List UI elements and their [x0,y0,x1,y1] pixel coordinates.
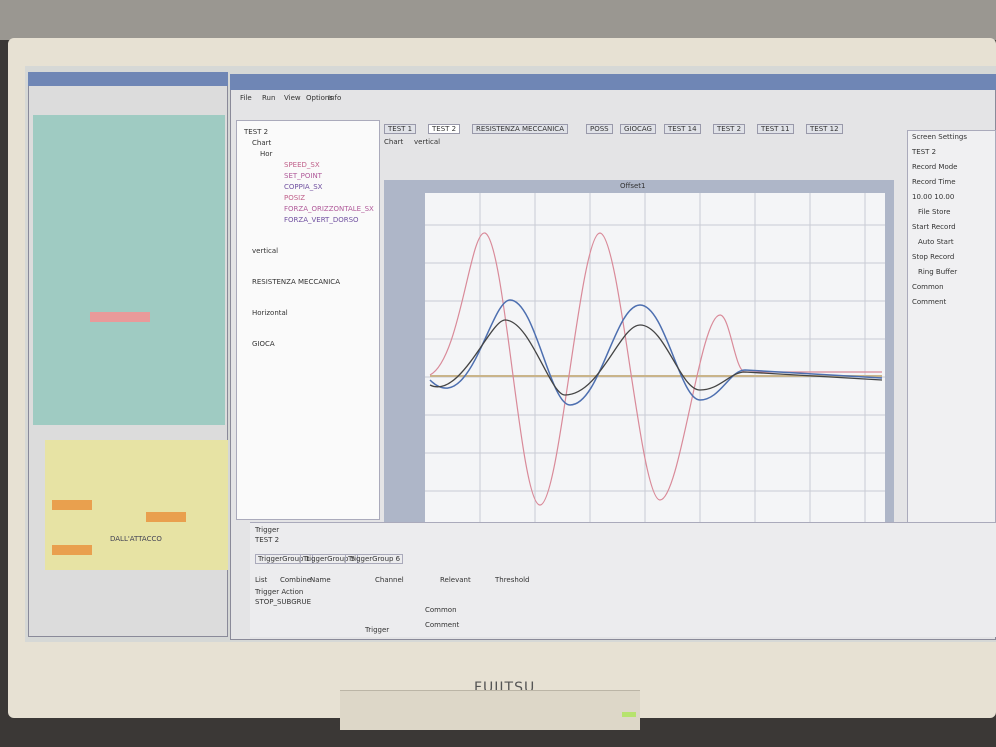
trigger-name: TEST 2 [255,536,279,544]
setting: Common [912,283,944,291]
column-header: Combine [280,576,311,584]
setting: Record Mode [912,163,957,171]
photo: DALL'ATTACCO FileRunViewOptionsInfo TEST… [0,0,996,747]
trigger-title: Trigger [255,526,279,534]
trigger-group[interactable]: TriggerGroup 6 [345,554,403,564]
column-header: List [255,576,267,584]
setting: Ring Buffer [918,268,957,276]
column-header: Relevant [440,576,471,584]
setting: TEST 2 [912,148,936,156]
comment: Comment [425,621,459,629]
settings: Screen Settings TEST 2 Record Mode Record T… [912,133,996,333]
setting: Start Record [912,223,956,231]
button-row [340,690,640,730]
plot-area [425,193,885,531]
setting: Auto Start [918,238,954,246]
setting: Record Time [912,178,956,186]
setting: Stop Record [912,253,954,261]
setting: Screen Settings [912,133,967,141]
setting: Comment [912,298,946,306]
column-header: Threshold [495,576,530,584]
setting: 10.00 10.00 [912,193,954,201]
common: Common [425,606,457,614]
trigger-tab[interactable]: Trigger [365,626,389,634]
setting: File Store [918,208,950,216]
column-header: Channel [375,576,404,584]
power-led[interactable] [622,712,636,717]
action-label: Trigger Action [255,588,303,596]
column-header: Name [310,576,331,584]
action: STOP_SUBGRUE [255,598,311,606]
